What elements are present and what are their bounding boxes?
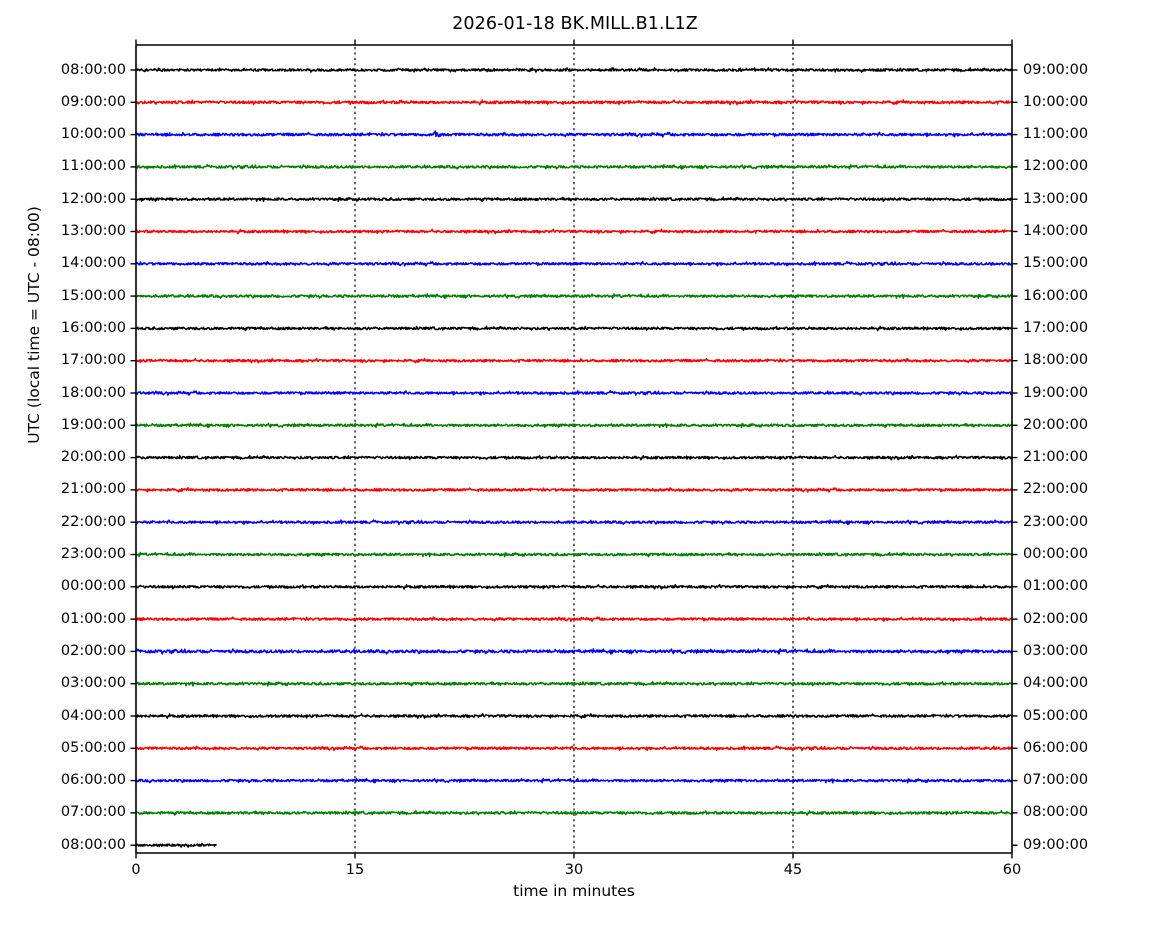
seismic-trace bbox=[135, 680, 1013, 687]
y-tick-label-utc: 18:00:00 bbox=[60, 384, 126, 401]
seismic-trace bbox=[135, 293, 1013, 300]
seismic-trace bbox=[135, 357, 1013, 364]
y-tick-label-local: 06:00:00 bbox=[1023, 739, 1089, 756]
x-axis-label: time in minutes bbox=[513, 882, 635, 900]
seismic-trace bbox=[135, 99, 1013, 106]
seismic-trace bbox=[135, 713, 1013, 719]
y-tick-label-local: 21:00:00 bbox=[1023, 449, 1089, 466]
y-tick-label-utc: 14:00:00 bbox=[60, 255, 126, 272]
seismic-trace bbox=[135, 390, 1013, 396]
y-tick-label-local: 22:00:00 bbox=[1023, 481, 1089, 498]
y-tick-label-utc: 08:00:00 bbox=[60, 61, 126, 78]
axis-ticks bbox=[130, 39, 1018, 859]
y-tick-label-local: 14:00:00 bbox=[1023, 223, 1089, 239]
seismic-trace bbox=[135, 196, 1013, 203]
x-tick-label: 45 bbox=[783, 862, 803, 878]
y-tick-label-utc: 10:00:00 bbox=[60, 126, 126, 143]
y-tick-label-utc: 21:00:00 bbox=[60, 481, 126, 498]
y-tick-label-utc: 15:00:00 bbox=[60, 287, 126, 304]
y-tick-label-utc: 08:00:00 bbox=[60, 836, 126, 853]
y-tick-label-local: 07:00:00 bbox=[1023, 772, 1089, 789]
y-tick-label-local: 02:00:00 bbox=[1023, 610, 1089, 627]
y-tick-label-local: 01:00:00 bbox=[1023, 578, 1089, 595]
seismic-trace bbox=[135, 228, 1013, 235]
y-tick-label-utc: 05:00:00 bbox=[60, 739, 126, 756]
seismic-trace bbox=[135, 130, 1013, 138]
seismic-trace bbox=[135, 745, 1013, 752]
seismic-trace bbox=[135, 648, 1013, 655]
seismic-trace bbox=[135, 422, 1013, 429]
seismic-trace bbox=[135, 260, 1013, 267]
grid-lines bbox=[354, 47, 794, 852]
seismic-trace bbox=[135, 616, 1013, 623]
page-title: 2026-01-18 BK.MILL.B1.L1Z bbox=[452, 14, 698, 34]
x-tick-label: 30 bbox=[564, 862, 584, 878]
x-tick-label: 0 bbox=[131, 862, 141, 878]
y-tick-label-local: 19:00:00 bbox=[1023, 384, 1089, 401]
seismic-trace bbox=[135, 551, 1013, 558]
seismic-trace bbox=[135, 325, 1013, 332]
y-tick-label-utc: 12:00:00 bbox=[60, 190, 126, 207]
y-tick-label-utc: 00:00:00 bbox=[60, 578, 126, 595]
y-tick-label-utc: 01:00:00 bbox=[60, 610, 126, 627]
y-tick-label-utc: 07:00:00 bbox=[60, 804, 126, 821]
y-tick-label-utc: 17:00:00 bbox=[60, 352, 126, 369]
y-tick-label-utc: 23:00:00 bbox=[60, 546, 126, 562]
seismic-trace bbox=[135, 519, 1013, 526]
y-tick-label-utc: 22:00:00 bbox=[60, 513, 126, 530]
y-tick-label-local: 23:00:00 bbox=[1023, 513, 1089, 530]
y-tick-label-local: 20:00:00 bbox=[1023, 416, 1089, 433]
y-tick-label-local: 10:00:00 bbox=[1023, 93, 1089, 110]
y-tick-label-utc: 11:00:00 bbox=[60, 158, 126, 175]
y-tick-label-utc: 06:00:00 bbox=[60, 772, 126, 789]
y-tick-label-local: 18:00:00 bbox=[1023, 352, 1089, 369]
seismic-trace bbox=[135, 163, 1013, 170]
y-tick-label-local: 05:00:00 bbox=[1023, 707, 1089, 724]
y-tick-label-utc: 16:00:00 bbox=[60, 319, 126, 336]
y-tick-label-local: 17:00:00 bbox=[1023, 319, 1089, 336]
seismic-trace bbox=[135, 67, 1013, 73]
y-tick-label-utc: 09:00:00 bbox=[60, 93, 126, 110]
seismic-trace bbox=[135, 486, 1013, 493]
y-tick-label-utc: 02:00:00 bbox=[60, 642, 126, 659]
y-tick-label-local: 09:00:00 bbox=[1023, 836, 1089, 853]
seismic-trace bbox=[135, 454, 1013, 461]
y-tick-label-local: 09:00:00 bbox=[1023, 61, 1089, 78]
y-tick-label-local: 12:00:00 bbox=[1023, 158, 1089, 175]
y-tick-label-local: 00:00:00 bbox=[1023, 546, 1089, 562]
y-tick-label-local: 13:00:00 bbox=[1023, 190, 1089, 207]
seismic-trace bbox=[135, 842, 217, 848]
y-tick-label-utc: 03:00:00 bbox=[60, 675, 126, 692]
x-tick-label: 15 bbox=[345, 862, 365, 878]
y-tick-label-utc: 13:00:00 bbox=[60, 223, 126, 239]
y-tick-label-local: 03:00:00 bbox=[1023, 642, 1089, 659]
y-tick-label-local: 16:00:00 bbox=[1023, 287, 1089, 304]
y-tick-label-local: 04:00:00 bbox=[1023, 675, 1089, 692]
y-tick-label-utc: 20:00:00 bbox=[60, 449, 126, 466]
seismic-trace bbox=[135, 810, 1013, 816]
y-tick-label-utc: 04:00:00 bbox=[60, 707, 126, 724]
x-tick-label: 60 bbox=[1002, 862, 1022, 878]
seismic-trace bbox=[135, 777, 1013, 784]
seismic-trace bbox=[135, 583, 1013, 590]
y-tick-label-utc: 19:00:00 bbox=[60, 416, 126, 433]
seismic-traces bbox=[135, 67, 1013, 848]
y-tick-label-local: 11:00:00 bbox=[1023, 126, 1089, 143]
y-tick-label-local: 15:00:00 bbox=[1023, 255, 1089, 272]
y-tick-label-local: 08:00:00 bbox=[1023, 804, 1089, 821]
